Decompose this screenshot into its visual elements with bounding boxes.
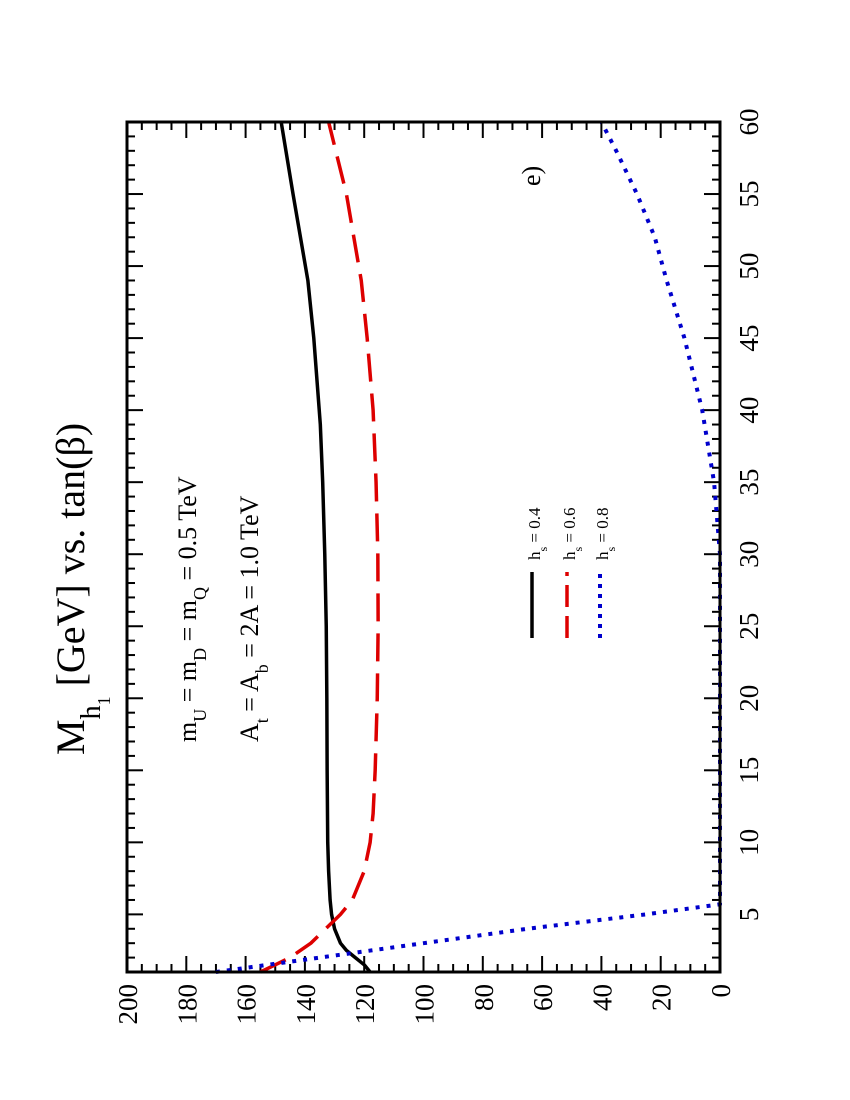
chart-title: Mh1 [GeV] vs. tan(β): [48, 423, 114, 755]
legend-label-2: hs = 0.6: [560, 507, 585, 560]
series-line-1: [279, 121, 372, 974]
y-tick-label: 120: [350, 984, 380, 1025]
x-tick-label: 50: [734, 253, 764, 280]
y-tick-label: 80: [469, 984, 499, 1011]
x-tick-label: 20: [734, 685, 764, 712]
axis-ticks: [127, 122, 720, 972]
x-tick-label: 40: [734, 397, 764, 424]
x-tick-label: 25: [734, 613, 764, 640]
legend: hs = 0.4 hs = 0.6 hs = 0.8: [525, 507, 618, 638]
tick-labels: 5 10 15 20 25 30 35 40 45 50 55 60 0 20 40 60 80 100 120 14…: [113, 109, 764, 1025]
x-tick-label: 10: [734, 829, 764, 856]
series-line-3: [215, 121, 722, 974]
plot-frame: [125, 120, 722, 974]
data-series: [215, 121, 722, 974]
y-tick-label: 100: [410, 984, 440, 1025]
x-tick-label: 60: [734, 109, 764, 136]
annotation-1: mU = mD = mQ = 0.5 TeV: [173, 476, 210, 742]
annotation-2: At = Ab = 2A = 1.0 TeV: [235, 495, 272, 742]
y-tick-label: 40: [587, 984, 617, 1011]
x-tick-label: 55: [734, 181, 764, 208]
y-tick-label: 200: [113, 984, 143, 1025]
x-tick-label: 45: [734, 325, 764, 352]
panel-label-text: e): [517, 166, 546, 186]
annotations: mU = mD = mQ = 0.5 TeV At = Ab = 2A = 1.0…: [173, 476, 272, 742]
y-tick-label: 160: [232, 984, 262, 1025]
title-text: Mh1 [GeV] vs. tan(β): [48, 423, 114, 755]
panel-label: e): [517, 166, 546, 186]
y-tick-label: 140: [291, 984, 321, 1025]
y-tick-label: 0: [706, 984, 736, 998]
legend-label-1: hs = 0.4: [525, 507, 550, 560]
y-tick-label: 20: [647, 984, 677, 1011]
legend-label-3: hs = 0.8: [593, 507, 618, 560]
x-tick-label: 30: [734, 541, 764, 568]
x-tick-label: 15: [734, 757, 764, 784]
x-tick-label: 35: [734, 469, 764, 496]
y-tick-label: 60: [528, 984, 558, 1011]
y-tick-label: 180: [172, 984, 202, 1025]
x-tick-label: 5: [734, 908, 764, 922]
series-line-2: [259, 121, 380, 974]
